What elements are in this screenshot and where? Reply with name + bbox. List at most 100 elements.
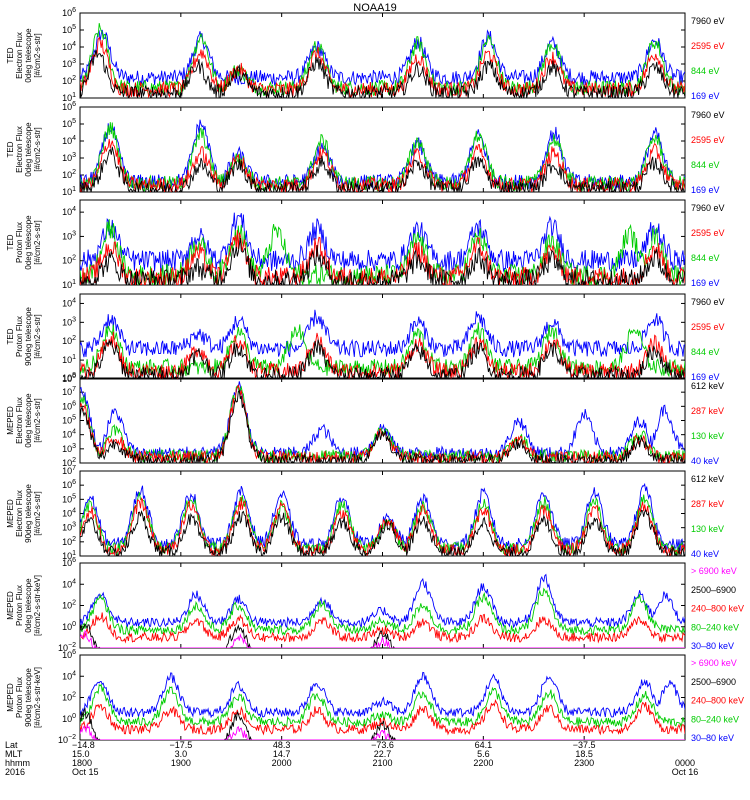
y-tick-label: 106 bbox=[62, 400, 76, 411]
series-line bbox=[80, 29, 685, 87]
hhmm-value: 1800 bbox=[72, 758, 92, 768]
y-label-line: [#/cm2-s-str] bbox=[33, 314, 42, 358]
y-axis-label: MEPED Proton Flux 90deg telescope [#/cm2-s-… bbox=[6, 667, 42, 728]
y-tick-label: 100 bbox=[62, 621, 76, 632]
y-tick-label: 106 bbox=[62, 557, 76, 568]
y-tick-label: 104 bbox=[62, 41, 76, 52]
legend: > 6900 keV 2500–6900 240–800 keV 80–240 keV… bbox=[691, 658, 744, 743]
hhmm-value: 2100 bbox=[372, 758, 392, 768]
legend-entry: 2595 eV bbox=[691, 322, 725, 332]
series-line bbox=[80, 389, 685, 463]
y-tick-label: 100 bbox=[62, 373, 76, 384]
y-label-line: [#/cm2-s-str-keV] bbox=[33, 667, 42, 728]
panel-7: 10−2 100 102 104 106 MEPED Proton Flux 0deg tel… bbox=[6, 557, 744, 653]
mlt-value: 3.0 bbox=[175, 749, 188, 759]
series-line bbox=[80, 707, 685, 740]
y-tick-label: 103 bbox=[62, 152, 76, 163]
series-line bbox=[80, 482, 685, 552]
y-label-line: 0deg telescope bbox=[24, 122, 33, 177]
lat-value: 48.3 bbox=[273, 740, 291, 750]
legend: 612 keV 287 keV 130 keV 40 keV bbox=[691, 381, 724, 466]
y-label-line: TED bbox=[6, 141, 15, 157]
legend-entry: 2500–6900 bbox=[691, 585, 736, 595]
legend-entry: 240–800 keV bbox=[691, 696, 744, 706]
legend-entry: 7960 eV bbox=[691, 297, 725, 307]
legend-entry: 80–240 keV bbox=[691, 714, 739, 724]
series-line bbox=[80, 385, 685, 463]
hhmm-value: 2000 bbox=[272, 758, 292, 768]
panel-6: 101 102 103 104 105 106 107 MEPED Electron Flux 9… bbox=[6, 465, 724, 561]
y-tick-label: 104 bbox=[62, 578, 76, 589]
series-line bbox=[80, 381, 685, 461]
y-label-line: 90deg telescope bbox=[24, 484, 33, 543]
legend: 7960 eV 2595 eV 844 eV 169 eV bbox=[691, 110, 725, 195]
y-tick-label: 102 bbox=[62, 335, 76, 346]
x-row-label: Lat bbox=[5, 740, 18, 750]
y-axis-label: MEPED Electron Flux 90deg telescope [#/cm2-… bbox=[6, 484, 42, 543]
lat-value: 64.1 bbox=[475, 740, 493, 750]
series-line bbox=[80, 322, 685, 378]
legend-entry: 844 eV bbox=[691, 66, 720, 76]
series-line bbox=[80, 629, 685, 648]
y-tick-label: 104 bbox=[62, 508, 76, 519]
y-tick-label: 102 bbox=[62, 457, 76, 468]
legend-entry: > 6900 keV bbox=[691, 658, 737, 668]
y-label-line: MEPED bbox=[6, 683, 15, 712]
legend-entry: 80–240 keV bbox=[691, 622, 739, 632]
y-tick-label: 102 bbox=[62, 600, 76, 611]
y-label-line: TED bbox=[6, 47, 15, 63]
series-line bbox=[80, 146, 685, 192]
y-axis-label: TED Electron Flux 0deg telescope [#/cm2-s-s… bbox=[6, 122, 42, 177]
mlt-value: 15.0 bbox=[72, 749, 90, 759]
mlt-value: 5.6 bbox=[477, 749, 490, 759]
y-tick-label: 104 bbox=[62, 206, 76, 217]
y-axis-label: MEPED Proton Flux 0deg telescope [#/cm2-s-s… bbox=[6, 575, 42, 636]
y-label-line: Proton Flux bbox=[15, 585, 24, 626]
y-tick-label: 106 bbox=[62, 649, 76, 660]
y-label-line: Proton Flux bbox=[15, 222, 24, 263]
y-tick-label: 108 bbox=[62, 372, 76, 383]
series-line bbox=[80, 497, 685, 556]
y-tick-label: 104 bbox=[62, 135, 76, 146]
legend-entry: 7960 eV bbox=[691, 203, 725, 213]
y-label-line: 90deg telescope bbox=[24, 307, 33, 366]
y-axis-label: MEPED Electron Flux 0deg telescope [#/cm2-s… bbox=[6, 393, 42, 448]
y-label-line: TED bbox=[6, 234, 15, 250]
hhmm-value: 0000 bbox=[675, 758, 695, 768]
y-label-line: Electron Flux bbox=[15, 397, 24, 444]
y-axis-label: TED Proton Flux 90deg telescope [#/cm2-s-st… bbox=[6, 307, 42, 366]
legend-entry: 30–80 keV bbox=[691, 733, 734, 743]
legend: 7960 eV 2595 eV 844 eV 169 eV bbox=[691, 297, 725, 382]
y-axis-label: TED Proton Flux 0deg telescope [#/cm2-s-str… bbox=[6, 215, 42, 270]
x-row-label: hhmm bbox=[5, 758, 30, 768]
series-line bbox=[80, 587, 685, 636]
legend-entry: 612 keV bbox=[691, 381, 724, 391]
series-line bbox=[80, 237, 685, 285]
legend-entry: 30–80 keV bbox=[691, 641, 734, 651]
series-group bbox=[80, 309, 685, 379]
hhmm-value: 2300 bbox=[574, 758, 594, 768]
legend: > 6900 keV 2500–6900 240–800 keV 80–240 keV… bbox=[691, 566, 744, 651]
x-row-label: 2016 bbox=[5, 767, 25, 777]
y-tick-label: 103 bbox=[62, 316, 76, 327]
y-tick-label: 106 bbox=[62, 101, 76, 112]
legend-entry: 240–800 keV bbox=[691, 604, 744, 614]
legend-entry: 2595 eV bbox=[691, 41, 725, 51]
y-tick-label: 10−2 bbox=[58, 642, 76, 653]
y-label-line: 0deg telescope bbox=[24, 393, 33, 448]
series-line bbox=[80, 573, 685, 629]
legend-entry: 7960 eV bbox=[691, 110, 725, 120]
series-line bbox=[80, 671, 685, 719]
legend-entry: 2595 eV bbox=[691, 228, 725, 238]
y-label-line: Electron Flux bbox=[15, 490, 24, 537]
series-group bbox=[80, 212, 685, 285]
y-label-line: 90deg telescope bbox=[24, 668, 33, 727]
y-tick-label: 105 bbox=[62, 24, 76, 35]
legend-entry: 169 eV bbox=[691, 185, 720, 195]
panel-3: 101 102 103 104 TED Proton Flux 0deg telescope… bbox=[6, 199, 725, 290]
y-tick-label: 101 bbox=[62, 279, 76, 290]
